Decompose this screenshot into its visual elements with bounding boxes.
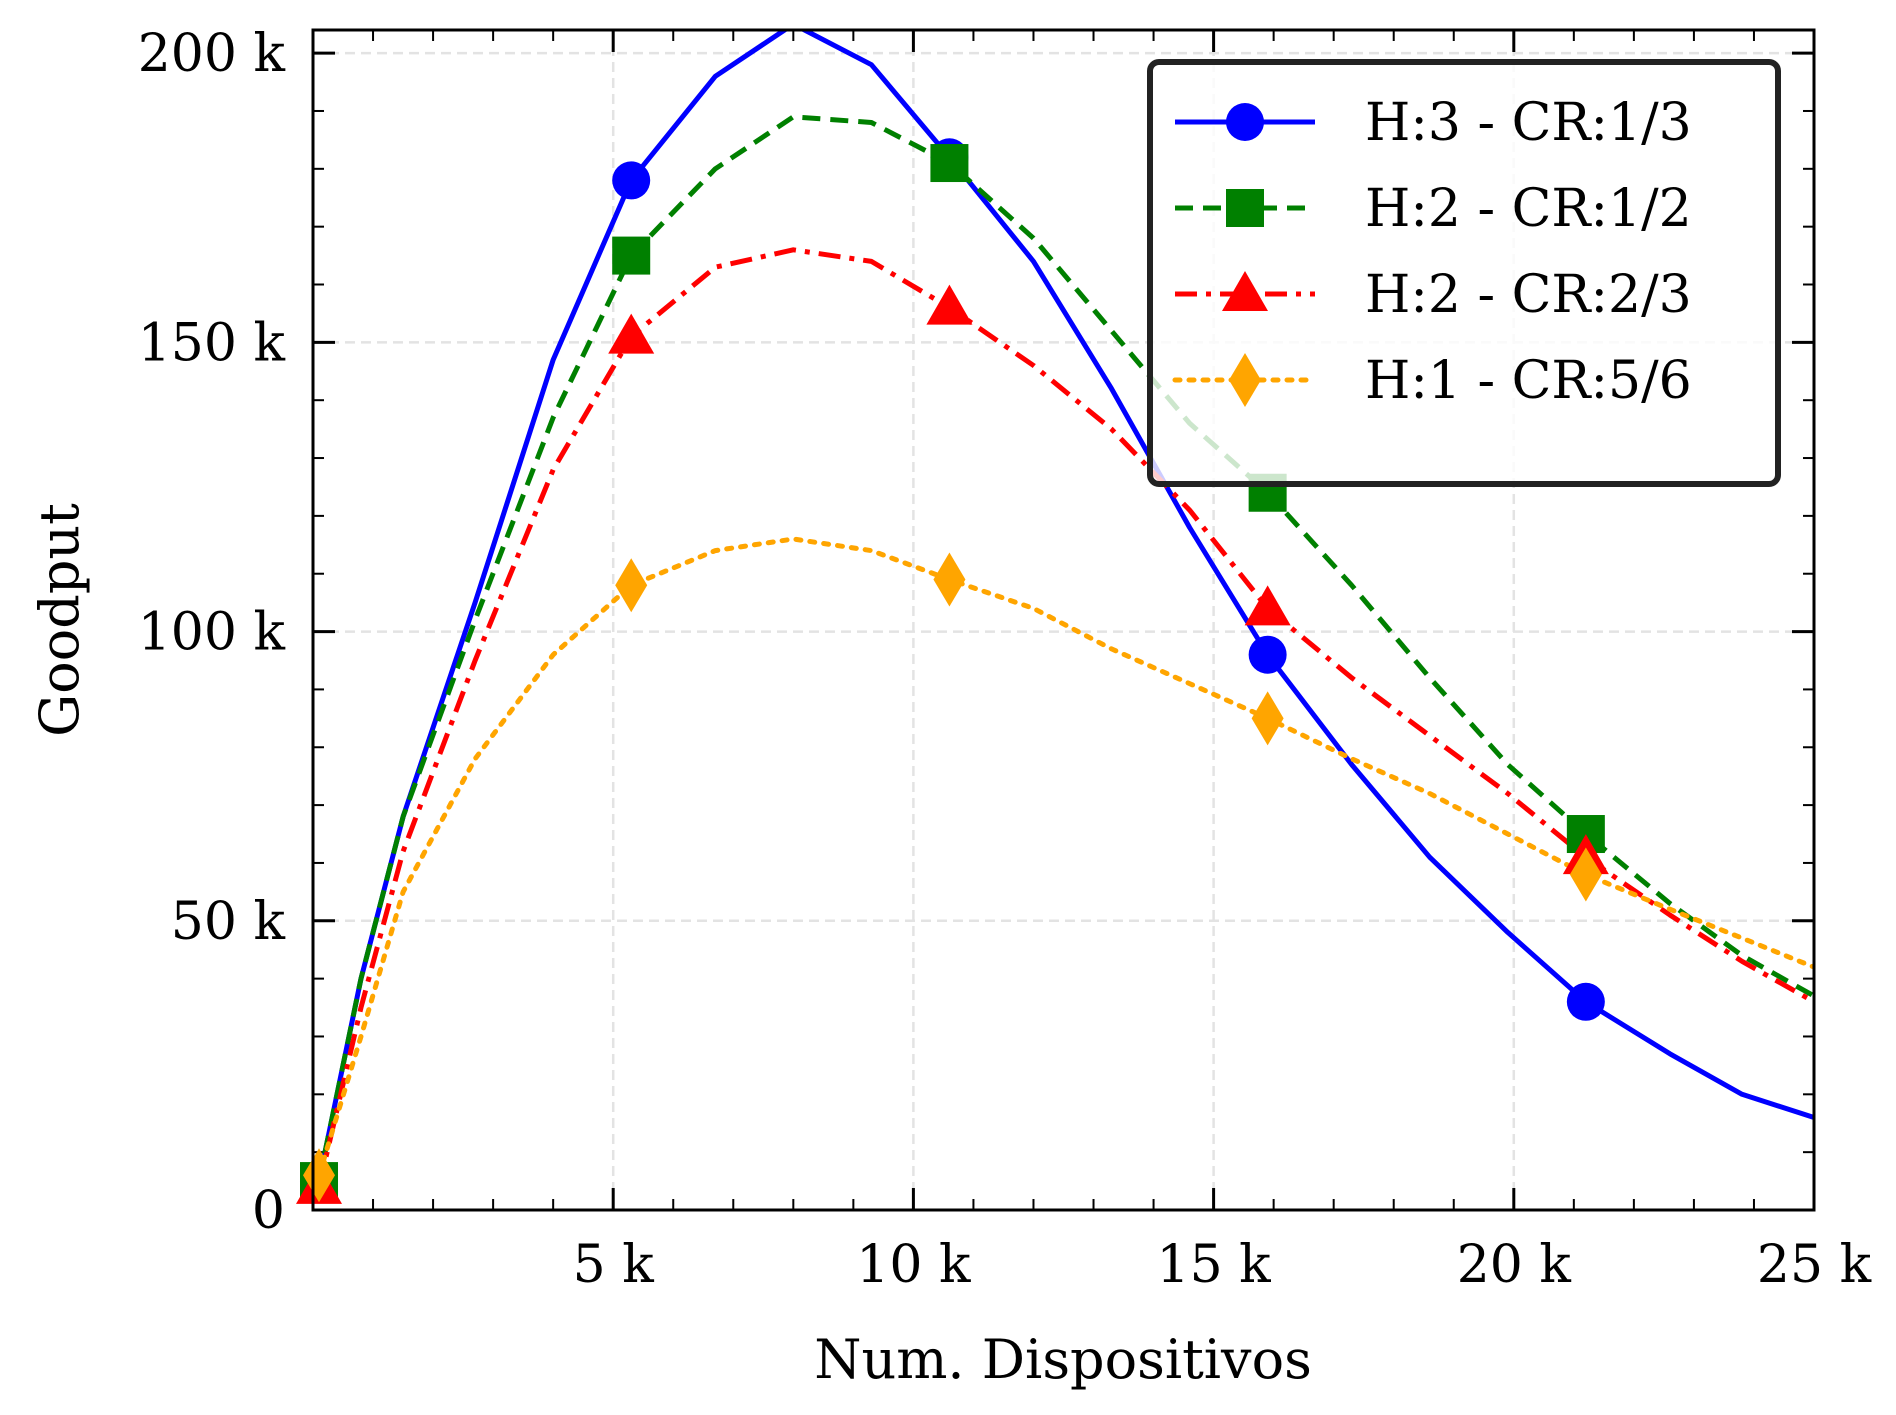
data-point-marker (303, 1148, 336, 1203)
data-point-marker (1569, 847, 1602, 902)
y-tick-label: 50 k (171, 892, 286, 952)
legend-swatch-marker (1222, 271, 1268, 311)
data-point-marker (930, 144, 969, 183)
tick-labels: 5 k 10 k 15 k 20 k 25 k 0 50 k 100 k 150 k 200 k (138, 24, 1872, 1295)
series-line (316, 536, 1814, 1178)
x-tick-label: 15 k (1156, 1235, 1271, 1295)
series-markers (296, 138, 1609, 1204)
series-line (316, 247, 1814, 1188)
data-point-marker (615, 558, 648, 613)
x-tick-label: 10 k (856, 1235, 971, 1295)
y-tick-label: 100 k (138, 603, 286, 663)
series-line (316, 114, 1814, 1182)
legend-label: H:1 - CR:5/6 (1365, 351, 1692, 411)
data-point-marker (1566, 982, 1605, 1021)
y-tick-label: 150 k (138, 313, 286, 373)
legend-swatch-marker (1229, 353, 1261, 407)
series-line (316, 30, 1814, 1182)
y-tick-label: 200 k (138, 24, 286, 84)
y-axis-label: Goodput (28, 503, 91, 737)
legend-label: H:2 - CR:2/3 (1365, 265, 1692, 325)
legend-swatch-marker (1226, 103, 1264, 141)
data-point-marker (926, 284, 973, 325)
data-point-marker (1248, 635, 1287, 674)
plot-frame (311, 28, 1816, 1212)
x-axis-label: Num. Dispositivos (814, 1328, 1312, 1391)
data-point-marker (933, 552, 966, 607)
data-point-marker (1244, 585, 1291, 626)
data-point-marker (1251, 691, 1284, 746)
legend-label: H:3 - CR:1/3 (1365, 93, 1692, 153)
y-tick-label: 0 (252, 1181, 285, 1241)
data-point-marker (608, 313, 655, 354)
x-tick-label: 5 k (573, 1235, 655, 1295)
data-point-marker (612, 236, 651, 275)
x-tick-label: 20 k (1457, 1235, 1572, 1295)
legend-swatch-marker (1226, 189, 1264, 227)
series-lines (316, 30, 1814, 1188)
x-tick-label: 25 k (1757, 1235, 1872, 1295)
legend-label: H:2 - CR:1/2 (1365, 179, 1692, 239)
data-point-marker (612, 161, 651, 200)
legend: H:3 - CR:1/3 H:2 - CR:1/2 H:2 - CR:2/3 H:1 … (1147, 59, 1781, 487)
